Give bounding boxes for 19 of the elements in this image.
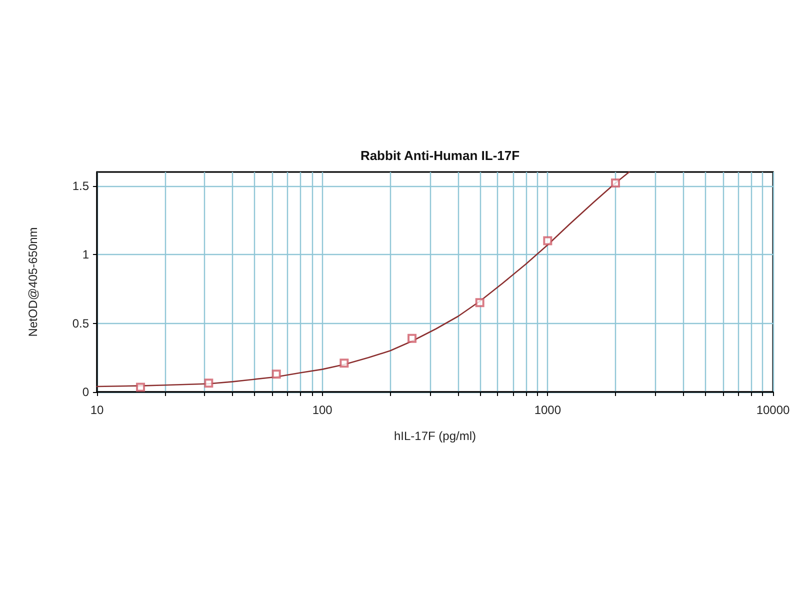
- chart-title: Rabbit Anti-Human IL-17F: [360, 148, 520, 163]
- y-tick-label: 0: [82, 385, 90, 399]
- point: [543, 236, 552, 246]
- y-tick-label: 1.5: [72, 178, 90, 193]
- point: [340, 358, 349, 368]
- x-tick-label: 100: [312, 403, 333, 417]
- y-tick-label: 0.5: [72, 316, 90, 330]
- point: [204, 378, 214, 388]
- y-axis-title: NetOD@405-650nm: [26, 227, 40, 337]
- point: [611, 178, 620, 188]
- x-axis-title: hIL-17F (pg/ml): [394, 429, 476, 443]
- point: [272, 370, 281, 379]
- x-tick-label: 1000: [534, 403, 562, 417]
- x-tick-label: 10: [90, 403, 104, 417]
- y-tick-label: 1: [82, 248, 90, 262]
- x-tick-label: 10000: [756, 403, 790, 417]
- point: [475, 298, 484, 308]
- point: [408, 334, 417, 343]
- point: [136, 382, 146, 392]
